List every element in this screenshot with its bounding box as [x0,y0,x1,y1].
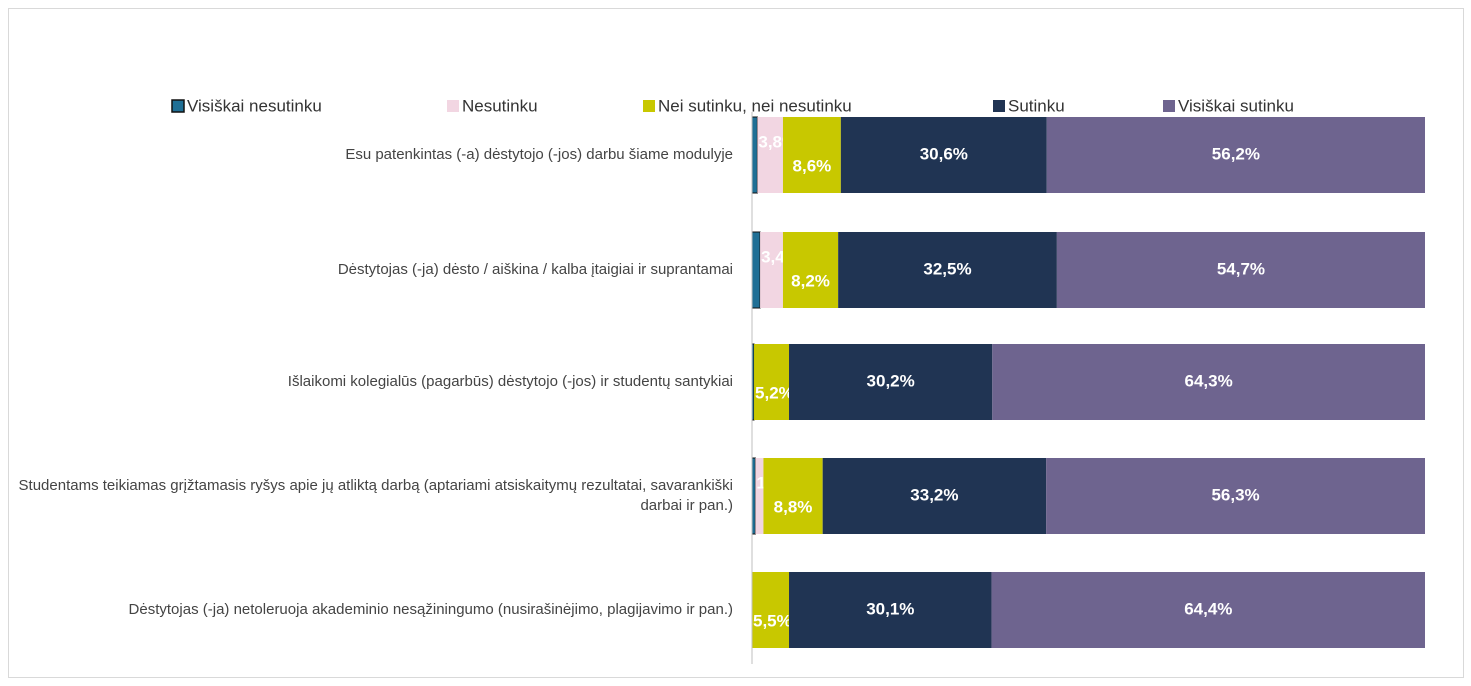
bar-segment [760,232,783,308]
legend-swatch [171,99,185,113]
value-label: 8,8% [774,497,813,516]
bar-segment [1046,458,1425,534]
legend-label: Visiškai sutinku [1178,96,1294,115]
value-label: 32,5% [923,259,971,278]
category-line: Išlaikomi kolegialūs (pagarbūs) dėstytoj… [288,373,733,390]
category-line: Studentams teikiamas grįžtamasis ryšys a… [19,477,733,494]
bar-segment [1056,232,1425,308]
value-label: 56,2% [1212,144,1260,163]
category-label: Išlaikomi kolegialūs (pagarbūs) dėstytoj… [288,373,733,390]
bar-segment [838,232,1057,308]
bar-segment [751,457,756,535]
bar-segment [755,458,764,534]
bar-segment [754,344,790,420]
legend-swatch [1163,100,1175,112]
bar-segment [782,117,841,193]
category-label: Esu patenkintas (-a) dėstytojo (-jos) da… [345,146,733,163]
legend-label: Nei sutinku, nei nesutinku [658,96,852,115]
legend-label: Nesutinku [462,96,538,115]
bar-segment [757,117,783,193]
legend-swatch [447,100,459,112]
bar-segment [752,572,790,648]
bar-segment [991,572,1425,648]
value-label: 30,1% [866,599,914,618]
category-line: Dėstytojas (-ja) dėsto / aiškina / kalba… [338,261,733,278]
value-label: 30,2% [867,371,915,390]
category-label: Studentams teikiamas grįžtamasis ryšys a… [19,477,733,514]
value-label: 64,4% [1184,599,1232,618]
category-line: Esu patenkintas (-a) dėstytojo (-jos) da… [345,146,733,163]
bar-segment [789,572,992,648]
value-label: 33,2% [910,485,958,504]
category-label: Dėstytojas (-ja) dėsto / aiškina / kalba… [338,261,733,278]
bar-segment [782,232,839,308]
category-line: Dėstytojas (-ja) netoleruoja akademinio … [129,601,733,618]
value-label: 56,3% [1211,485,1259,504]
legend-label: Visiškai nesutinku [187,96,322,115]
bar-segment [763,458,823,534]
legend-swatch [643,100,655,112]
value-label: 64,3% [1185,371,1233,390]
bar-segment [751,116,758,194]
bar-segment [789,344,993,420]
legend-swatch [993,100,1005,112]
value-label: 30,6% [920,144,968,163]
value-label: 8,6% [793,156,832,175]
legend-label: Sutinku [1008,96,1065,115]
value-label: 54,7% [1217,259,1265,278]
value-label: 5,5% [753,611,792,630]
bar-segment [751,231,761,309]
category-line: darbai ir pan.) [640,497,733,514]
bar-segment [992,344,1425,420]
value-label: 8,2% [791,271,830,290]
bar-segment [840,117,1047,193]
value-label: 5,2% [755,383,794,402]
bar-segment [822,458,1047,534]
category-label: Dėstytojas (-ja) netoleruoja akademinio … [129,601,733,618]
bar-segment [1046,117,1425,193]
